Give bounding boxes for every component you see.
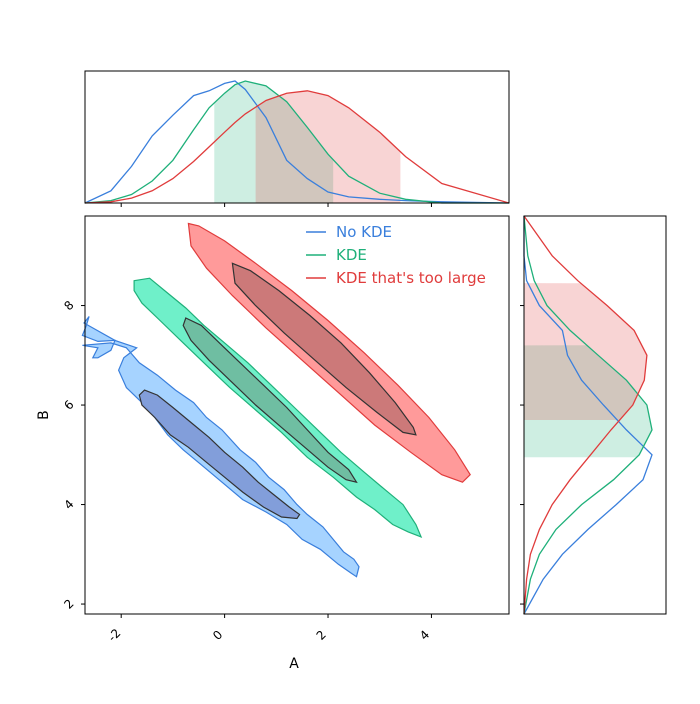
marginal-b-band-large [524, 283, 647, 420]
marginal-b-frame [523, 215, 667, 615]
legend-label-2: KDE that's too large [336, 269, 486, 287]
marginal-b-band-kde [524, 345, 652, 458]
x-axis-label: A [289, 656, 299, 672]
contour-inner-2 [231, 262, 417, 436]
marginal-a-band-kde [214, 81, 334, 203]
marginal-a-line-2 [84, 90, 510, 204]
marginal-a-line-0 [84, 80, 510, 204]
y-axis-label: B [36, 410, 52, 420]
legend-label-1: KDE [336, 246, 367, 264]
legend-label-0: No KDE [336, 223, 392, 241]
marginal-a-panel [84, 80, 510, 204]
legend: No KDE KDE KDE that's too large [306, 223, 486, 287]
contour-inner-0 [138, 389, 301, 520]
joint-frame [84, 215, 510, 615]
marginal-a-band-large [255, 90, 401, 203]
marginal-a-frame [84, 70, 510, 204]
marginal-b-line-0 [523, 216, 653, 615]
joint-contour-panel [81, 222, 471, 578]
marginal-b-line-2 [523, 215, 648, 615]
marginal-b-line-1 [523, 215, 653, 615]
marginal-b-panel [523, 215, 653, 615]
marginal-a-line-1 [84, 80, 509, 204]
contour-inner-1 [182, 317, 358, 484]
